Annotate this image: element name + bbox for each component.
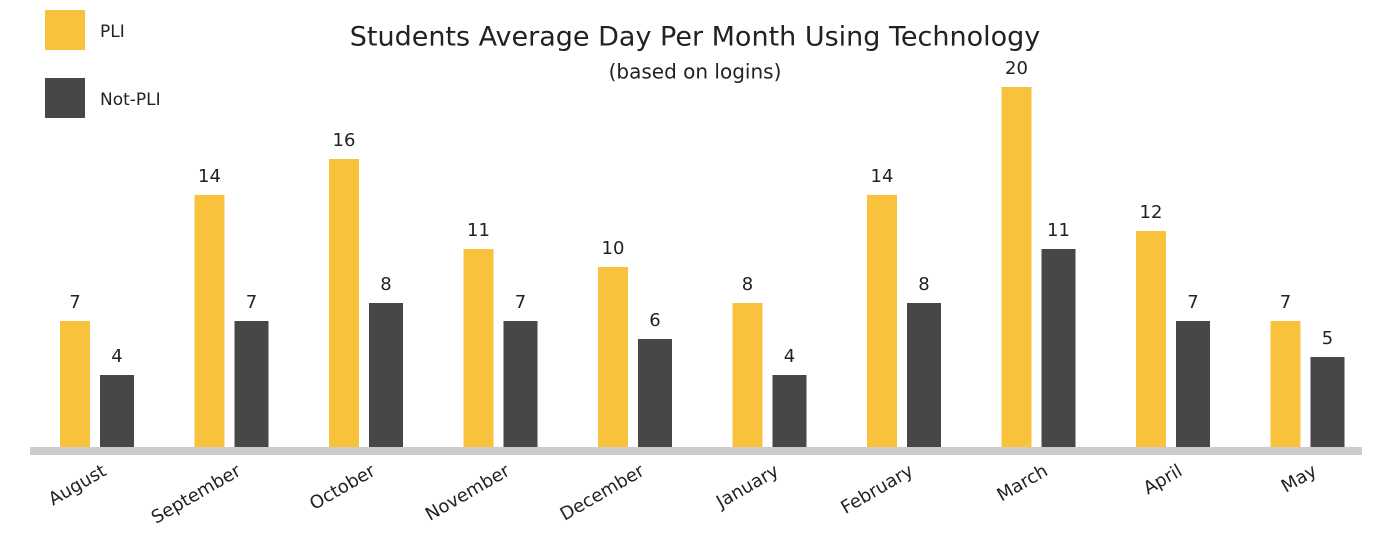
- data-label: 14: [198, 166, 221, 187]
- bar: [638, 339, 672, 447]
- data-label: 7: [69, 292, 80, 313]
- axis-line: [30, 447, 1362, 455]
- data-label: 4: [111, 346, 122, 367]
- x-tick-label: January: [712, 460, 783, 513]
- legend-swatch: [45, 78, 85, 118]
- x-tick-label: October: [306, 460, 379, 515]
- data-label: 7: [515, 292, 526, 313]
- bar: [60, 321, 90, 447]
- bar: [1041, 249, 1076, 447]
- data-label: 8: [918, 274, 929, 295]
- data-label: 16: [333, 130, 356, 151]
- bar: [867, 195, 897, 447]
- bar: [1270, 321, 1301, 447]
- data-label: 6: [649, 310, 660, 331]
- x-tick-label: November: [422, 460, 514, 525]
- data-label: 14: [871, 166, 894, 187]
- data-label: 7: [1187, 292, 1198, 313]
- bar: [1176, 321, 1210, 447]
- data-label: 5: [1322, 328, 1333, 349]
- x-tick-label: December: [557, 460, 649, 525]
- data-label: 10: [602, 238, 625, 259]
- x-tick-label: February: [837, 460, 917, 518]
- bar: [194, 195, 225, 447]
- data-label: 11: [467, 220, 490, 241]
- data-label: 7: [246, 292, 257, 313]
- bar: [1310, 357, 1345, 447]
- data-label: 20: [1005, 58, 1028, 79]
- x-tick-label: May: [1278, 460, 1321, 497]
- data-label: 8: [380, 274, 391, 295]
- bar: [598, 267, 628, 447]
- legend-label: Not-PLI: [100, 90, 161, 110]
- bar: [463, 249, 494, 447]
- bar: [369, 303, 403, 447]
- bar: [732, 303, 763, 447]
- data-label: 7: [1280, 292, 1291, 313]
- bar: [1001, 87, 1032, 447]
- legend-label: PLI: [100, 22, 125, 42]
- data-label: 4: [784, 346, 795, 367]
- bar: [772, 375, 807, 447]
- bar: [503, 321, 538, 447]
- data-label: 12: [1140, 202, 1163, 223]
- x-tick-label: September: [148, 460, 245, 528]
- bar: [907, 303, 941, 447]
- bar: [329, 159, 359, 447]
- x-tick-label: March: [993, 460, 1051, 506]
- bar: [234, 321, 269, 447]
- bar: [1136, 231, 1166, 447]
- x-tick-label: August: [45, 460, 110, 510]
- data-label: 8: [742, 274, 753, 295]
- data-label: 11: [1047, 220, 1070, 241]
- bar: [100, 375, 134, 447]
- chart-subtitle: (based on logins): [609, 60, 782, 84]
- x-tick-label: April: [1140, 460, 1186, 499]
- chart-title: Students Average Day Per Month Using Tec…: [350, 22, 1041, 53]
- legend-swatch: [45, 10, 85, 50]
